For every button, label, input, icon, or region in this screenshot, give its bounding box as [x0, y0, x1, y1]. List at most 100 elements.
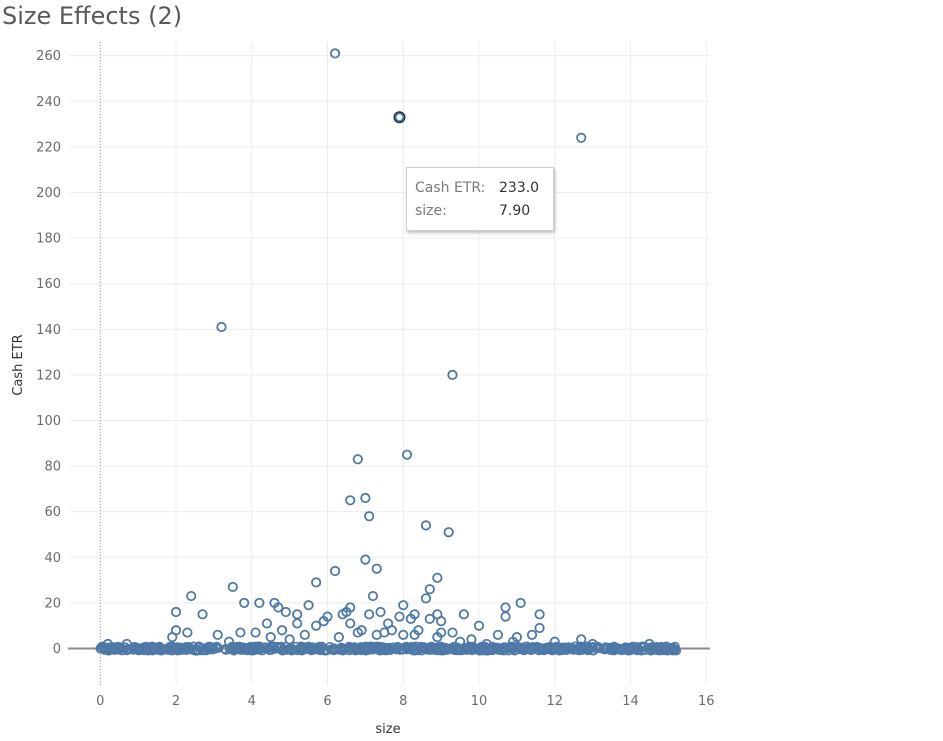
data-point — [534, 609, 545, 620]
data-point — [303, 600, 314, 611]
data-point — [605, 644, 616, 655]
x-tick-label: 10 — [471, 694, 488, 709]
tooltip: Cash ETR: 233.0 size: 7.90 — [406, 167, 554, 231]
data-point — [401, 449, 413, 460]
data-point — [458, 609, 469, 620]
data-point — [256, 643, 266, 654]
data-point — [447, 627, 458, 638]
data-point — [405, 613, 416, 624]
data-point — [337, 609, 348, 620]
data-point — [301, 643, 311, 654]
data-point — [367, 590, 379, 602]
data-point — [436, 616, 447, 627]
data-point — [360, 492, 371, 504]
data-point — [333, 632, 344, 643]
data-point — [576, 634, 587, 645]
data-point — [379, 627, 390, 638]
y-tick-label: 60 — [44, 505, 61, 520]
tooltip-row-cash-etr: Cash ETR: 233.0 — [415, 176, 545, 199]
data-point — [420, 593, 432, 604]
data-point — [333, 644, 344, 655]
data-point — [400, 642, 410, 652]
y-axis-title: Cash ETR — [11, 334, 26, 395]
data-points — [95, 48, 682, 656]
x-tick-label: 8 — [399, 694, 407, 709]
data-point — [294, 644, 305, 654]
data-point — [431, 645, 442, 656]
y-tick-label: 200 — [36, 186, 61, 201]
grid-lines — [70, 42, 710, 685]
tooltip-key: Cash ETR: — [415, 179, 486, 196]
data-point — [254, 597, 265, 609]
data-point — [314, 643, 324, 654]
y-tick-label: 240 — [36, 95, 61, 110]
data-point — [507, 641, 517, 652]
data-point — [500, 611, 511, 622]
y-tick-label: 80 — [44, 460, 61, 475]
data-point — [265, 632, 276, 643]
data-point — [449, 641, 460, 652]
x-tick-label: 12 — [546, 694, 563, 709]
x-tick-label: 14 — [622, 694, 639, 709]
data-point — [576, 645, 587, 655]
data-point — [284, 634, 295, 645]
data-point — [276, 625, 288, 636]
data-point — [235, 627, 246, 638]
data-point — [526, 629, 538, 640]
data-point — [371, 563, 382, 574]
data-point — [515, 597, 526, 609]
data-point — [420, 520, 432, 531]
data-point — [319, 645, 330, 656]
data-point — [318, 616, 329, 627]
data-point — [179, 645, 189, 655]
data-point — [352, 627, 363, 638]
data-point — [103, 645, 114, 656]
data-point — [280, 606, 291, 618]
data-point — [227, 581, 238, 593]
data-point — [267, 643, 278, 653]
data-point — [170, 606, 182, 618]
data-point — [409, 629, 420, 640]
data-point — [292, 609, 303, 620]
y-tick-label: 160 — [36, 277, 61, 292]
data-point — [424, 613, 435, 624]
data-point — [492, 629, 504, 640]
data-point — [204, 641, 215, 652]
data-point — [186, 590, 197, 602]
data-point — [285, 644, 296, 655]
data-point — [636, 645, 647, 656]
data-point — [671, 645, 682, 656]
data-point — [556, 644, 566, 654]
highlight-ring — [393, 111, 406, 124]
data-point — [518, 644, 528, 655]
data-point — [352, 454, 363, 465]
data-point — [413, 645, 423, 656]
y-tick-label: 100 — [36, 414, 61, 429]
data-point — [145, 644, 155, 655]
chart-title: Size Effects (2) — [2, 2, 183, 30]
y-tick-label: 0 — [53, 642, 61, 657]
y-tick-label: 40 — [44, 551, 61, 566]
data-point — [409, 645, 420, 656]
data-point — [373, 642, 384, 653]
y-tick-label: 140 — [36, 323, 61, 338]
y-tick-label: 220 — [36, 140, 61, 155]
data-point — [620, 642, 631, 653]
x-tick-label: 2 — [172, 694, 180, 709]
data-point — [122, 645, 132, 656]
data-point — [436, 627, 447, 638]
data-point — [466, 634, 477, 645]
x-axis-title: size — [375, 722, 400, 737]
data-point — [212, 629, 223, 640]
data-point — [434, 645, 445, 656]
tooltip-key: size: — [415, 202, 447, 219]
data-point — [311, 577, 322, 588]
data-point — [197, 643, 208, 653]
data-point — [651, 643, 662, 654]
y-tick-label: 180 — [36, 232, 61, 247]
data-point — [364, 609, 375, 620]
data-point — [121, 638, 132, 650]
data-point — [534, 622, 545, 634]
data-point — [461, 644, 472, 655]
x-tick-label: 4 — [248, 694, 256, 709]
